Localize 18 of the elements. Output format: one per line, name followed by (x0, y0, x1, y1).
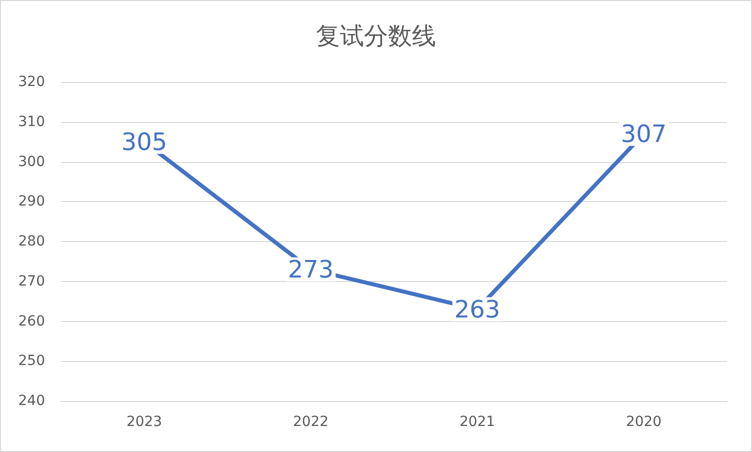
y-tick-label: 240 (18, 393, 45, 409)
data-label: 263 (454, 295, 500, 324)
data-label: 273 (288, 255, 334, 284)
x-tick-label: 2022 (292, 414, 329, 430)
y-tick-label: 250 (18, 353, 45, 370)
y-tick-label: 280 (18, 234, 45, 250)
x-tick-label: 2023 (126, 414, 162, 430)
y-tick-label: 270 (18, 273, 45, 290)
data-label: 305 (121, 128, 168, 156)
y-tick-label: 310 (18, 114, 45, 130)
data-label: 307 (620, 120, 667, 148)
y-tick-label: 300 (18, 154, 45, 170)
y-tick-label: 260 (18, 313, 45, 330)
chart-title: 复试分数线 (316, 22, 436, 50)
x-tick-label: 2021 (459, 414, 496, 430)
y-tick-label: 290 (18, 194, 45, 210)
y-tick-label: 320 (18, 74, 45, 90)
x-tick-label: 2020 (626, 414, 662, 430)
